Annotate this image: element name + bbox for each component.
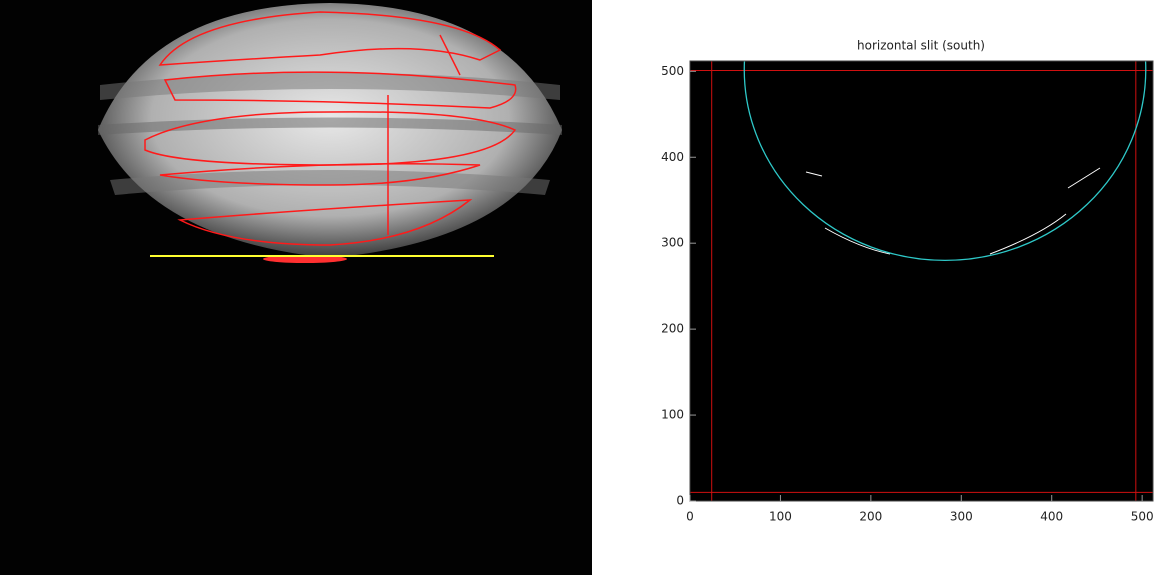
chart-title: horizontal slit (south) [857,39,985,53]
screen: horizontal slit (south) 0 100 200 300 400 500… [0,0,1163,575]
y-tick-label: 500 [661,64,684,78]
jupiter-image [0,0,592,575]
x-tick-label: 500 [1131,510,1154,524]
y-tick-label: 100 [661,408,684,422]
x-tick-label: 100 [769,510,792,524]
x-tick-label: 300 [950,510,973,524]
plot-area [690,61,1153,501]
y-tick-label: 300 [661,236,684,250]
page: horizontal slit (south) 0 100 200 300 400 500… [0,0,1163,579]
y-tick-label: 400 [661,150,684,164]
x-tick-label: 0 [686,510,694,524]
x-tick-label: 400 [1040,510,1063,524]
x-tick-label: 200 [859,510,882,524]
y-tick-label: 0 [676,494,684,508]
y-tick-label: 200 [661,322,684,336]
